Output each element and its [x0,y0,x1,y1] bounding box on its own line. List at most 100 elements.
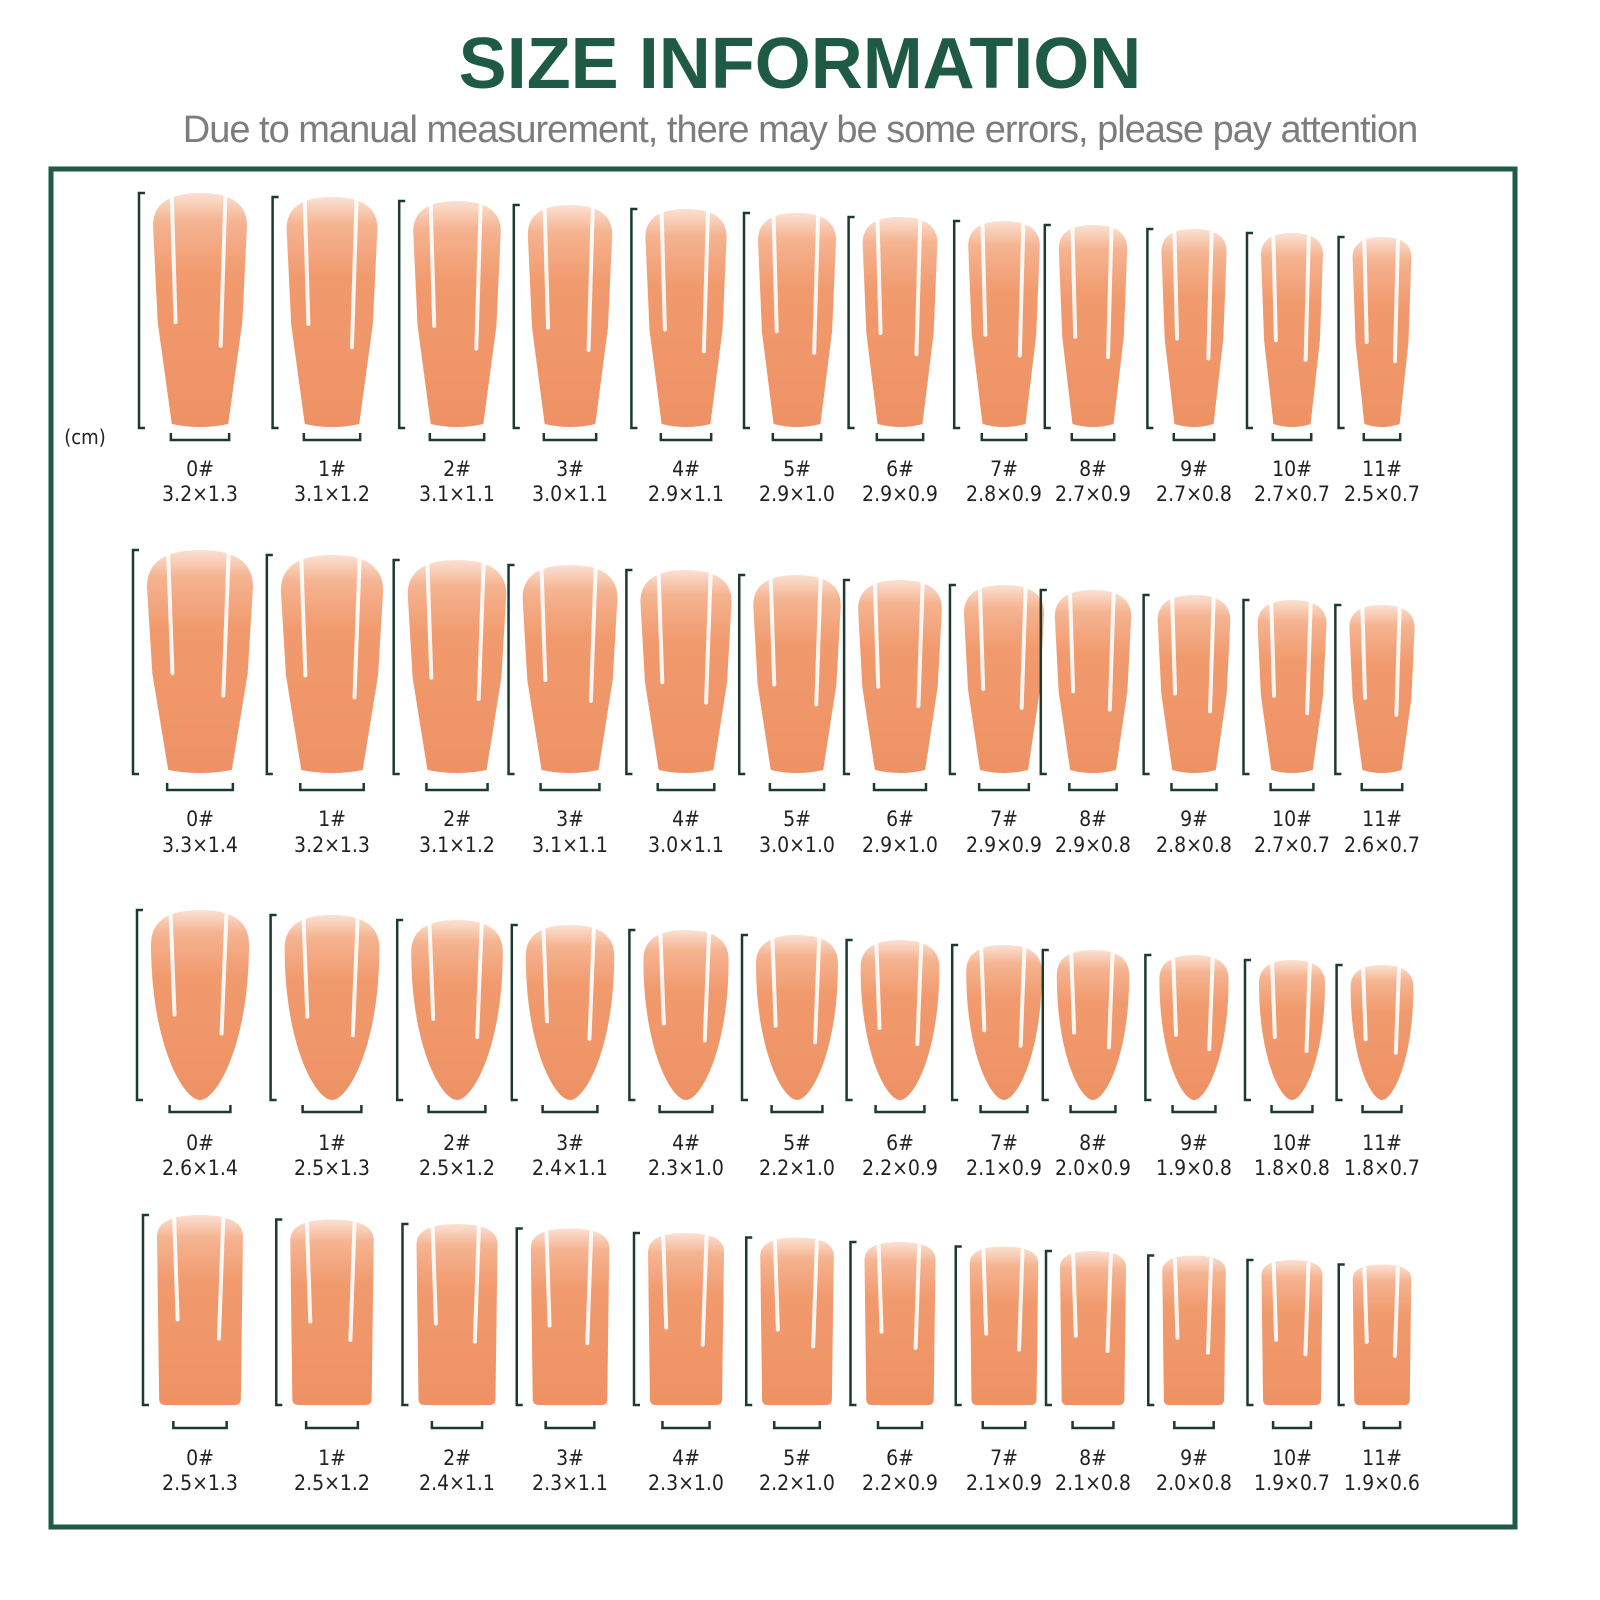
size-number: 3# [556,1131,584,1155]
height-bracket [507,563,515,776]
frame [48,166,1518,1530]
nail-highlight [588,567,598,703]
nail: 7#2.9×0.9 [948,583,1045,857]
size-number: 4# [672,1131,700,1155]
height-bracket [512,203,520,430]
nail-shape [968,221,1040,427]
nail: 8#2.7×0.9 [1043,223,1131,506]
width-bracket [1171,1105,1217,1114]
nail-highlight [541,927,550,1024]
width-bracket [1362,1421,1402,1430]
nail-highlight [656,572,665,685]
nail-highlight [701,211,710,354]
title: SIZE INFORMATION [459,24,1142,104]
nail: 1#3.2×1.3 [265,553,384,857]
height-bracket [137,191,145,430]
size-number: 2# [443,807,471,831]
nail-highlight [169,195,178,325]
nail-shape [525,925,615,1100]
nail-highlight [980,223,988,337]
size-number: 9# [1180,1131,1208,1155]
height-bracket [141,1213,149,1407]
size-dimensions: 2.2×1.0 [759,1156,835,1180]
width-bracket [1269,783,1315,792]
size-dimensions: 2.9×0.9 [862,482,938,506]
height-bracket [1245,231,1253,430]
nail-highlight [544,1230,552,1328]
nail-highlight [1205,1257,1214,1355]
nail: 3#3.1×1.1 [507,563,618,857]
nail: 9#2.0×0.8 [1147,1254,1232,1495]
nail-highlight [1392,1266,1400,1358]
nail: 11#1.9×0.6 [1337,1263,1420,1495]
nail-highlight [425,562,434,680]
size-dimensions: 2.0×0.8 [1156,1471,1232,1495]
nail-highlight [299,557,308,678]
nail-highlight [874,942,882,1030]
height-bracket [745,1236,753,1407]
nail-highlight [1171,957,1179,1037]
size-dimensions: 2.7×0.9 [1055,482,1131,506]
height-bracket [948,583,956,776]
nail-shape [153,193,247,427]
size-dimensions: 3.1×1.1 [419,482,495,506]
nail-shape [522,565,618,773]
nail-shape [151,910,249,1100]
width-bracket [539,783,601,792]
width-bracket [1069,1105,1117,1114]
nail: 2#3.1×1.2 [392,558,507,857]
width-bracket [1271,433,1313,442]
size-number: 1# [318,457,346,481]
width-bracket [1173,1421,1215,1430]
width-bracket [544,1421,596,1430]
nail-highlight [979,947,987,1033]
nail-highlight [768,577,777,687]
height-bracket [1043,223,1051,430]
nail-shape [530,1228,610,1405]
nail: 6#2.9×1.0 [842,578,942,857]
height-bracket [1041,948,1049,1102]
size-number: 6# [886,457,914,481]
nail: 0#2.6×1.4 [135,908,249,1180]
nail-highlight [1362,1266,1369,1344]
size-dimensions: 2.9×0.8 [1055,833,1131,857]
nail-highlight [1305,602,1313,716]
nail-highlight [475,922,484,1039]
nail: 9#2.7×0.8 [1146,227,1232,506]
nail-highlight [1362,239,1369,345]
height-bracket [1142,593,1150,776]
height-bracket [952,219,961,430]
width-bracket [172,1421,228,1430]
size-dimensions: 3.3×1.4 [162,833,238,857]
height-bracket [1337,1263,1345,1407]
width-bracket [430,1421,484,1430]
size-number: 5# [783,1446,811,1470]
height-bracket [401,1222,409,1407]
size-number: 9# [1180,807,1208,831]
nail-highlight [814,577,823,707]
size-number: 11# [1362,1446,1402,1470]
nail-highlight [587,927,596,1041]
nail: 1#2.5×1.2 [275,1218,374,1495]
size-number: 10# [1272,807,1312,831]
size-dimensions: 2.3×1.1 [532,1471,608,1495]
size-dimensions: 2.0×0.9 [1055,1156,1131,1180]
nail-shape [648,1233,724,1405]
nail-highlight [302,199,311,327]
nail-highlight [219,912,229,1036]
nail-highlight [168,912,177,1017]
nail-highlight [1394,607,1402,717]
nail-highlight [428,203,437,328]
size-number: 3# [556,1446,584,1470]
size-number: 0# [186,457,214,481]
size-dimensions: 2.9×1.0 [862,833,938,857]
size-dimensions: 2.7×0.8 [1156,482,1232,506]
height-bracket [954,1245,962,1407]
width-bracket [772,1421,822,1430]
nail-shape [290,1219,374,1405]
size-dimensions: 1.8×0.8 [1254,1156,1330,1180]
nail-highlight [539,567,548,682]
nail-highlight [1017,223,1026,358]
size-number: 5# [783,807,811,831]
